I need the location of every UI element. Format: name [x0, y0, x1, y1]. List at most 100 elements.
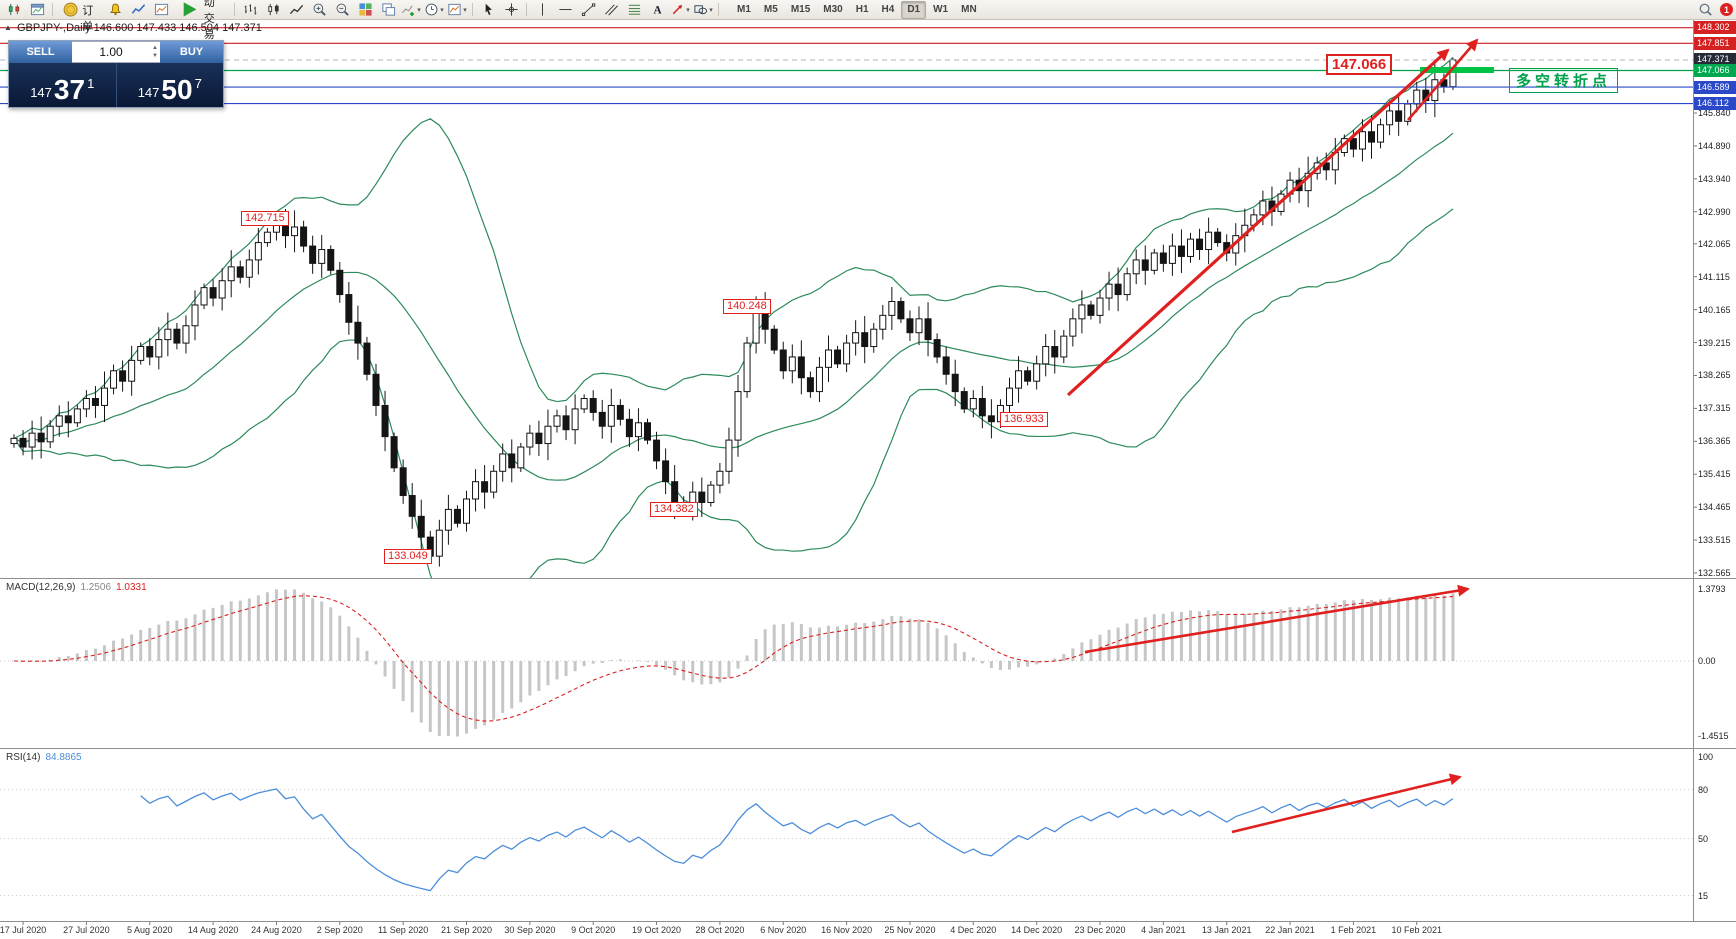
- toolbar-separator: [234, 3, 235, 16]
- vertical-line-icon: [541, 3, 543, 16]
- cascade-windows-icon: [381, 3, 395, 16]
- sell-button[interactable]: SELL: [9, 41, 72, 63]
- channel-icon: [604, 4, 618, 16]
- market-watch-icon: [8, 3, 19, 16]
- line-chart-icon: [289, 4, 303, 15]
- trend-arrows-layer: [1066, 38, 1479, 834]
- arrows-tool-icon: [672, 4, 683, 15]
- auto-trading-label: 自动交易: [203, 0, 215, 41]
- macd-layer: [0, 589, 1693, 737]
- chart-window-icon: [30, 3, 44, 16]
- horizontal-line-button[interactable]: [554, 0, 576, 20]
- bollinger-bands-layer: [13, 57, 1454, 578]
- profit-chart-icon: [154, 3, 168, 16]
- fibonacci-button[interactable]: [623, 0, 645, 20]
- chevron-down-icon: ▾: [686, 6, 690, 14]
- timeframe-M1[interactable]: M1: [737, 3, 751, 15]
- vertical-line-button[interactable]: [531, 0, 553, 20]
- periods-button[interactable]: ▾: [423, 0, 445, 20]
- new-chart-button[interactable]: [26, 0, 48, 20]
- crosshair-icon: [504, 3, 518, 16]
- quotes-button[interactable]: [127, 0, 149, 20]
- cascade-windows-button[interactable]: [377, 0, 399, 20]
- buy-price-point: 7: [194, 76, 202, 91]
- turning-point-annotation: 多空转折点: [1509, 68, 1619, 93]
- candlestick-chart-button[interactable]: [262, 0, 284, 20]
- sell-price-point: 1: [87, 76, 95, 91]
- rsi-value: 84.8865: [45, 752, 82, 763]
- bar-chart-button[interactable]: [239, 0, 261, 20]
- trade-panel-price-row: 147 37 1 147 50 7: [9, 63, 223, 107]
- bar-chart-icon: [244, 4, 256, 15]
- new-order-button[interactable]: 新订单: [57, 0, 103, 33]
- history-button[interactable]: [150, 0, 172, 20]
- toolbar-separator: [52, 3, 53, 16]
- timeframe-M15[interactable]: M15: [790, 3, 811, 15]
- timeframe-W1[interactable]: W1: [933, 3, 949, 15]
- toolbar-right-group: 1: [1694, 0, 1733, 20]
- panel-frame-layer: [0, 20, 1736, 925]
- trendline-icon: [581, 3, 595, 16]
- chart-title: GBPJPY-,Daily 146.600 147.433 146.504 14…: [17, 22, 262, 34]
- chart-template-icon: [448, 3, 461, 16]
- alerts-button[interactable]: [104, 0, 126, 20]
- new-order-coin-icon: [63, 2, 78, 17]
- trendline-button[interactable]: [577, 0, 599, 20]
- arrows-tool-button[interactable]: ▾: [669, 0, 691, 20]
- cursor-icon: [485, 3, 492, 16]
- timeframe-H1[interactable]: H1: [855, 3, 869, 15]
- sell-price-pips: 37: [53, 74, 86, 106]
- horizontal-lines-layer: [0, 27, 1693, 105]
- add-indicator-icon: [402, 5, 414, 16]
- volume-box: ▲ ▼: [72, 41, 160, 63]
- timeframe-MN[interactable]: MN: [961, 3, 977, 15]
- buy-button[interactable]: BUY: [160, 41, 223, 63]
- search-button[interactable]: [1694, 0, 1716, 20]
- volume-decrease-button[interactable]: ▼: [152, 53, 158, 59]
- toolbar-separator: [472, 3, 473, 16]
- toolbar-separator: [526, 3, 527, 16]
- line-chart-button[interactable]: [285, 0, 307, 20]
- chevron-down-icon: ▾: [417, 6, 421, 14]
- auto-trading-button[interactable]: 自动交易: [173, 0, 230, 41]
- template-button[interactable]: ▾: [446, 0, 468, 20]
- zoom-out-button[interactable]: [331, 0, 353, 20]
- svg-text:A: A: [653, 5, 662, 17]
- candles-layer: [10, 57, 1457, 567]
- autotrading-play-icon: [183, 2, 197, 17]
- crosshair-button[interactable]: [500, 0, 522, 20]
- sell-price-button[interactable]: 147 37 1: [9, 63, 117, 107]
- macd-main-value: 1.2506: [80, 582, 112, 593]
- rsi-name: RSI(14): [6, 752, 41, 763]
- candlestick-chart-icon: [267, 3, 279, 16]
- channel-button[interactable]: [600, 0, 622, 20]
- timeframe-H4[interactable]: H4: [881, 3, 895, 15]
- notification-badge[interactable]: 1: [1720, 3, 1733, 16]
- chevron-down-icon: ▾: [440, 6, 444, 14]
- zoom-out-icon: [336, 3, 349, 16]
- new-order-label: 新订单: [82, 0, 94, 33]
- volume-increase-button[interactable]: ▲: [152, 45, 158, 51]
- shapes-button[interactable]: ▾: [692, 0, 714, 20]
- text-label-icon: A: [653, 5, 662, 17]
- market-watch-button[interactable]: [3, 0, 25, 20]
- text-label-button[interactable]: A: [646, 0, 668, 20]
- periods-clock-icon: [425, 3, 438, 16]
- add-indicator-button[interactable]: ▾: [400, 0, 422, 20]
- zoom-in-icon: [313, 3, 326, 16]
- search-icon: [1699, 3, 1712, 16]
- timeframe-M30[interactable]: M30: [823, 3, 843, 15]
- toolbar-separator: [718, 3, 719, 16]
- volume-input[interactable]: [72, 44, 160, 60]
- tile-windows-button[interactable]: [354, 0, 376, 20]
- timeframe-M5[interactable]: M5: [763, 3, 778, 15]
- cursor-button[interactable]: [477, 0, 499, 20]
- zoom-in-button[interactable]: [308, 0, 330, 20]
- trade-panel-collapse-icon[interactable]: ▲: [4, 23, 12, 32]
- buy-price-button[interactable]: 147 50 7: [117, 63, 224, 107]
- rsi-layer: [0, 788, 1693, 897]
- timeframe-D1[interactable]: D1: [901, 0, 927, 19]
- buy-price-integer: 147: [137, 85, 160, 100]
- alerts-bell-icon: [109, 3, 121, 16]
